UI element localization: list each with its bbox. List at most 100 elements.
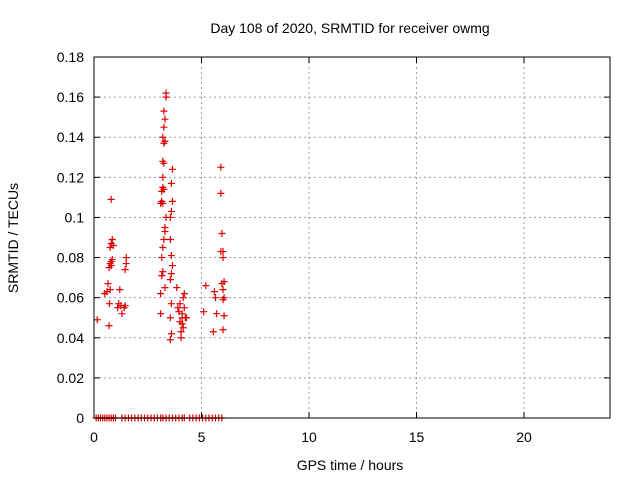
data-point: [167, 252, 175, 260]
data-point: [174, 304, 182, 312]
data-point: [160, 123, 168, 131]
data-point: [161, 223, 169, 231]
data-point: [93, 316, 101, 324]
y-tick-label: 0.14: [57, 129, 84, 145]
grid-lines: [94, 57, 610, 418]
data-point: [166, 276, 174, 284]
y-tick-label: 0.1: [65, 209, 85, 225]
data-point: [167, 207, 175, 215]
data-point: [108, 256, 116, 264]
data-point: [159, 157, 167, 165]
data-point: [108, 236, 116, 244]
data-point: [157, 310, 165, 318]
x-tick-label: 15: [409, 429, 425, 445]
data-point: [161, 115, 169, 123]
x-axis-label: GPS time / hours: [297, 457, 404, 473]
data-point: [219, 254, 227, 262]
data-point: [118, 310, 126, 318]
data-point: [210, 288, 218, 296]
data-point: [178, 310, 186, 318]
data-point: [167, 179, 175, 187]
x-tick-label: 0: [90, 429, 98, 445]
y-tick-label: 0.16: [57, 89, 84, 105]
data-point: [168, 165, 176, 173]
data-point: [159, 173, 167, 181]
data-point: [122, 260, 130, 268]
data-point: [159, 199, 167, 207]
data-point: [167, 300, 175, 308]
data-point: [180, 304, 188, 312]
data-point: [213, 310, 221, 318]
data-point: [105, 300, 113, 308]
data-point: [160, 236, 168, 244]
data-point: [104, 280, 112, 288]
data-point: [167, 330, 175, 338]
tick-labels: 0 0.02 0.04 0.06 0.08 0.1 0.12 0.14 0.16 0.18 0 5 10…: [57, 49, 532, 445]
data-point: [217, 189, 225, 197]
plot-frame: [93, 56, 611, 419]
data-point: [180, 290, 188, 298]
data-point: [217, 163, 225, 171]
data-point: [160, 185, 168, 193]
data-point: [202, 282, 210, 290]
data-point: [158, 254, 166, 262]
y-tick-label: 0.12: [57, 169, 84, 185]
data-point: [166, 336, 174, 344]
y-tick-label: 0.04: [57, 330, 84, 346]
data-point: [166, 213, 174, 221]
data-point: [161, 137, 169, 145]
data-point: [116, 286, 124, 294]
data-point: [177, 328, 185, 336]
data-point: [220, 278, 228, 286]
chart-title: Day 108 of 2020, SRMTID for receiver owm…: [210, 20, 489, 36]
data-point: [220, 312, 228, 320]
axis-ticks: [93, 56, 610, 419]
data-point: [211, 294, 219, 302]
data-point: [121, 302, 129, 310]
data-point: [177, 334, 185, 342]
data-point: [159, 268, 167, 276]
data-point: [168, 262, 176, 270]
data-markers: [92, 89, 228, 422]
data-point: [200, 308, 208, 316]
y-tick-label: 0: [76, 410, 84, 426]
y-tick-label: 0.18: [57, 49, 84, 65]
data-point: [161, 284, 169, 292]
data-point: [166, 314, 174, 322]
data-point: [166, 236, 174, 244]
data-point: [167, 270, 175, 278]
data-point: [107, 195, 115, 203]
data-point: [176, 300, 184, 308]
data-point: [158, 272, 166, 280]
data-point: [162, 89, 170, 97]
data-point: [159, 133, 167, 141]
data-point: [160, 107, 168, 115]
y-tick-label: 0.06: [57, 290, 84, 306]
data-point: [179, 324, 187, 332]
data-point: [178, 320, 186, 328]
data-point: [173, 284, 181, 292]
y-tick-label: 0.02: [57, 370, 84, 386]
data-point: [219, 326, 227, 334]
x-tick-label: 20: [516, 429, 532, 445]
y-axis-label: SRMTID / TECUs: [5, 183, 21, 293]
data-point: [219, 248, 227, 256]
data-point: [168, 197, 176, 205]
data-point: [106, 286, 114, 294]
y-tick-label: 0.08: [57, 250, 84, 266]
data-point: [109, 242, 117, 250]
data-point: [122, 254, 130, 262]
data-point: [182, 314, 190, 322]
x-tick-label: 5: [198, 429, 206, 445]
data-point: [105, 322, 113, 330]
data-point: [107, 262, 115, 270]
x-tick-label: 10: [301, 429, 317, 445]
data-point: [121, 266, 129, 274]
data-point: [219, 286, 227, 294]
data-point: [218, 229, 226, 237]
data-point: [219, 296, 227, 304]
data-point: [157, 290, 165, 298]
data-point: [209, 328, 217, 336]
data-point: [179, 294, 187, 302]
